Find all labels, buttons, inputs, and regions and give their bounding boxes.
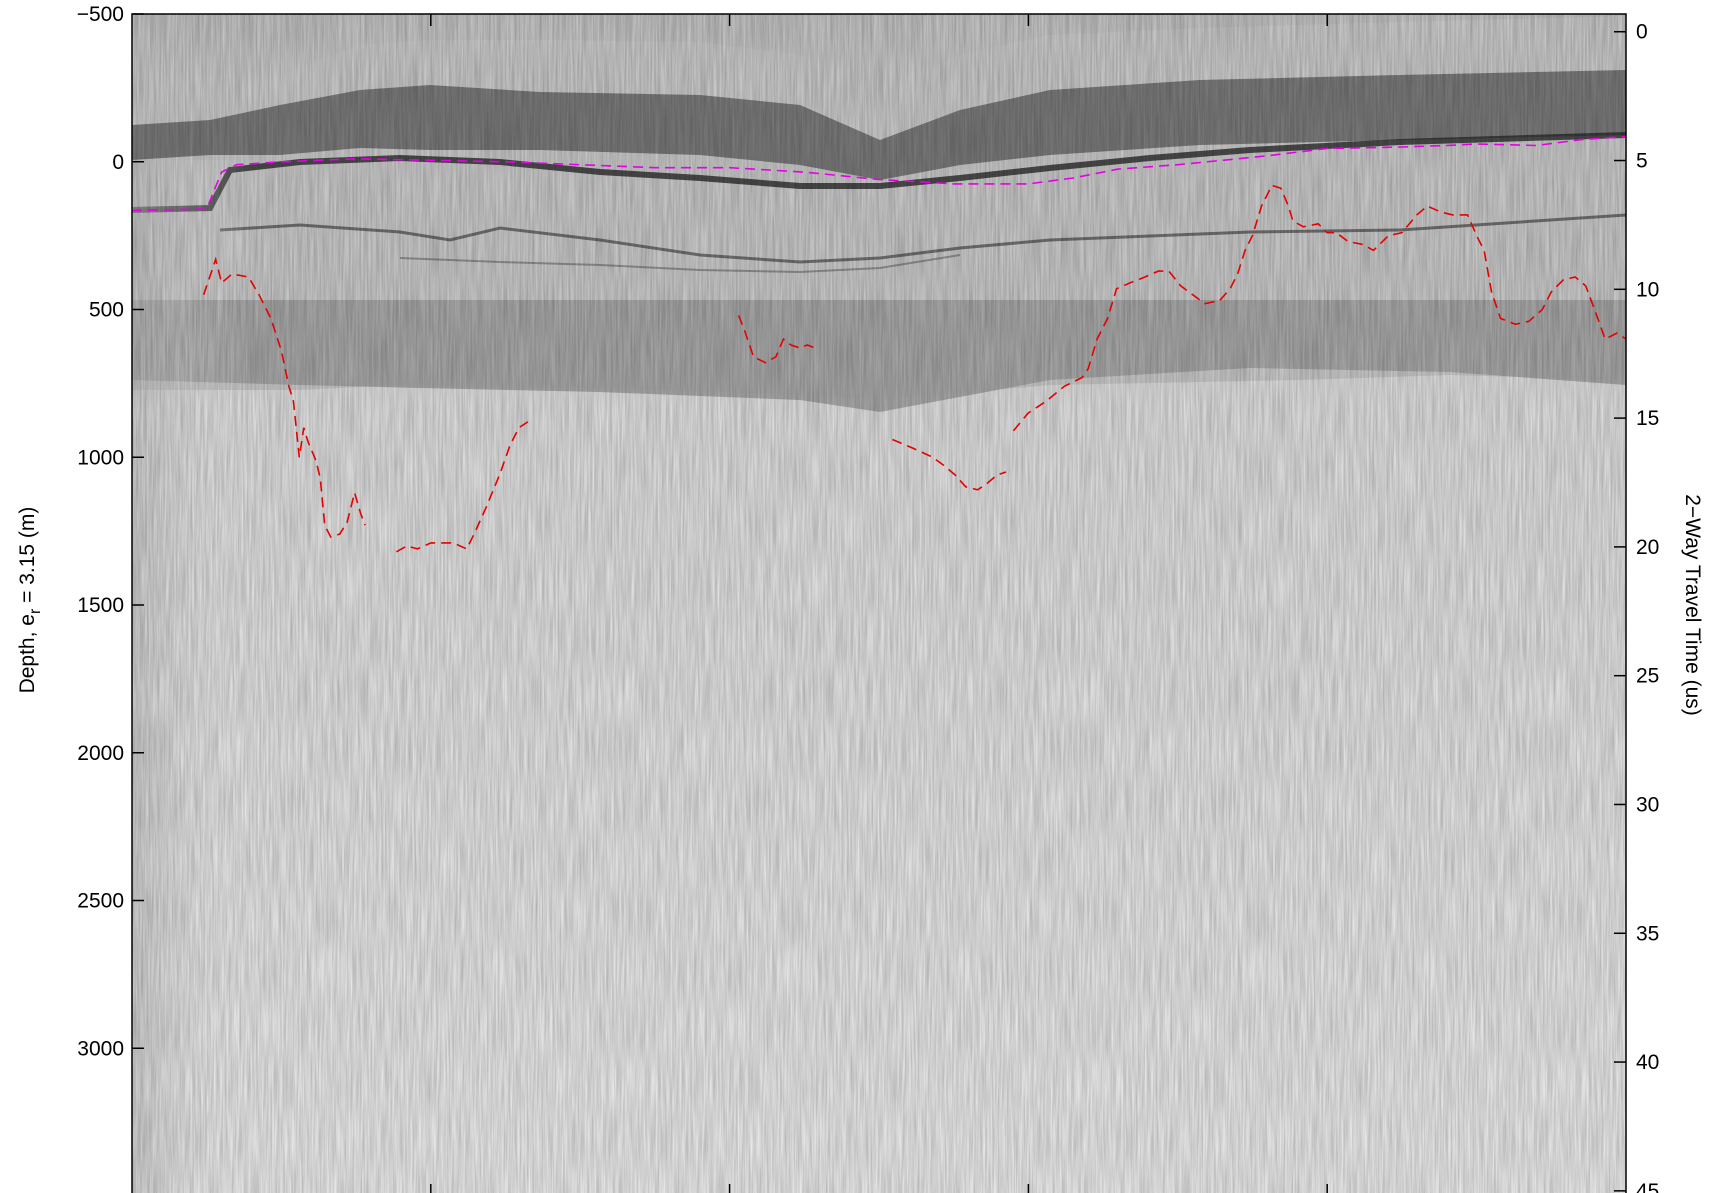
bed-pick-line bbox=[202, 256, 366, 538]
left-axis-title-suffix: = 3.15 (m) bbox=[16, 507, 39, 609]
left-tick-label: 3000 bbox=[77, 1037, 124, 1060]
right-tick-label: 20 bbox=[1636, 536, 1659, 559]
bed-pick-line bbox=[396, 421, 529, 553]
axis-ticks: −500 0 500 1000 1500 2000 2500 3000 0 5 10 15 20 25 30… bbox=[77, 3, 1659, 1193]
right-tick-label: 45 bbox=[1636, 1180, 1659, 1193]
right-tick-label: 10 bbox=[1636, 278, 1659, 301]
surface-pick-line bbox=[132, 135, 1626, 212]
right-tick-label: 25 bbox=[1636, 665, 1659, 688]
right-tick-label: 0 bbox=[1636, 21, 1648, 44]
speckle-texture bbox=[132, 14, 1626, 1193]
left-tick-label: 0 bbox=[112, 151, 124, 174]
bed-pick-line bbox=[892, 438, 1007, 491]
left-tick-label: 1500 bbox=[77, 594, 124, 617]
radargram-image bbox=[132, 14, 1626, 1193]
left-tick-label: −500 bbox=[77, 3, 124, 26]
left-tick-label: 500 bbox=[89, 299, 124, 322]
right-tick-label: 15 bbox=[1636, 407, 1659, 430]
right-axis-title: 2−Way Travel Time (us) bbox=[1681, 494, 1704, 716]
left-tick-label: 2500 bbox=[77, 890, 124, 913]
left-axis-title: Depth, er = 3.15 (m) bbox=[16, 507, 44, 694]
right-tick-label: 5 bbox=[1636, 150, 1648, 173]
left-tick-label: 1000 bbox=[77, 446, 124, 469]
pick-lines bbox=[132, 135, 1626, 553]
bed-pick-line bbox=[1012, 184, 1626, 432]
right-tick-label: 40 bbox=[1636, 1051, 1659, 1074]
left-tick-label: 2000 bbox=[77, 742, 124, 765]
left-axis-title-subscript: r bbox=[27, 608, 44, 614]
right-tick-label: 35 bbox=[1636, 922, 1659, 945]
right-tick-label: 30 bbox=[1636, 793, 1659, 816]
left-axis-title-main: Depth, e bbox=[16, 614, 39, 693]
